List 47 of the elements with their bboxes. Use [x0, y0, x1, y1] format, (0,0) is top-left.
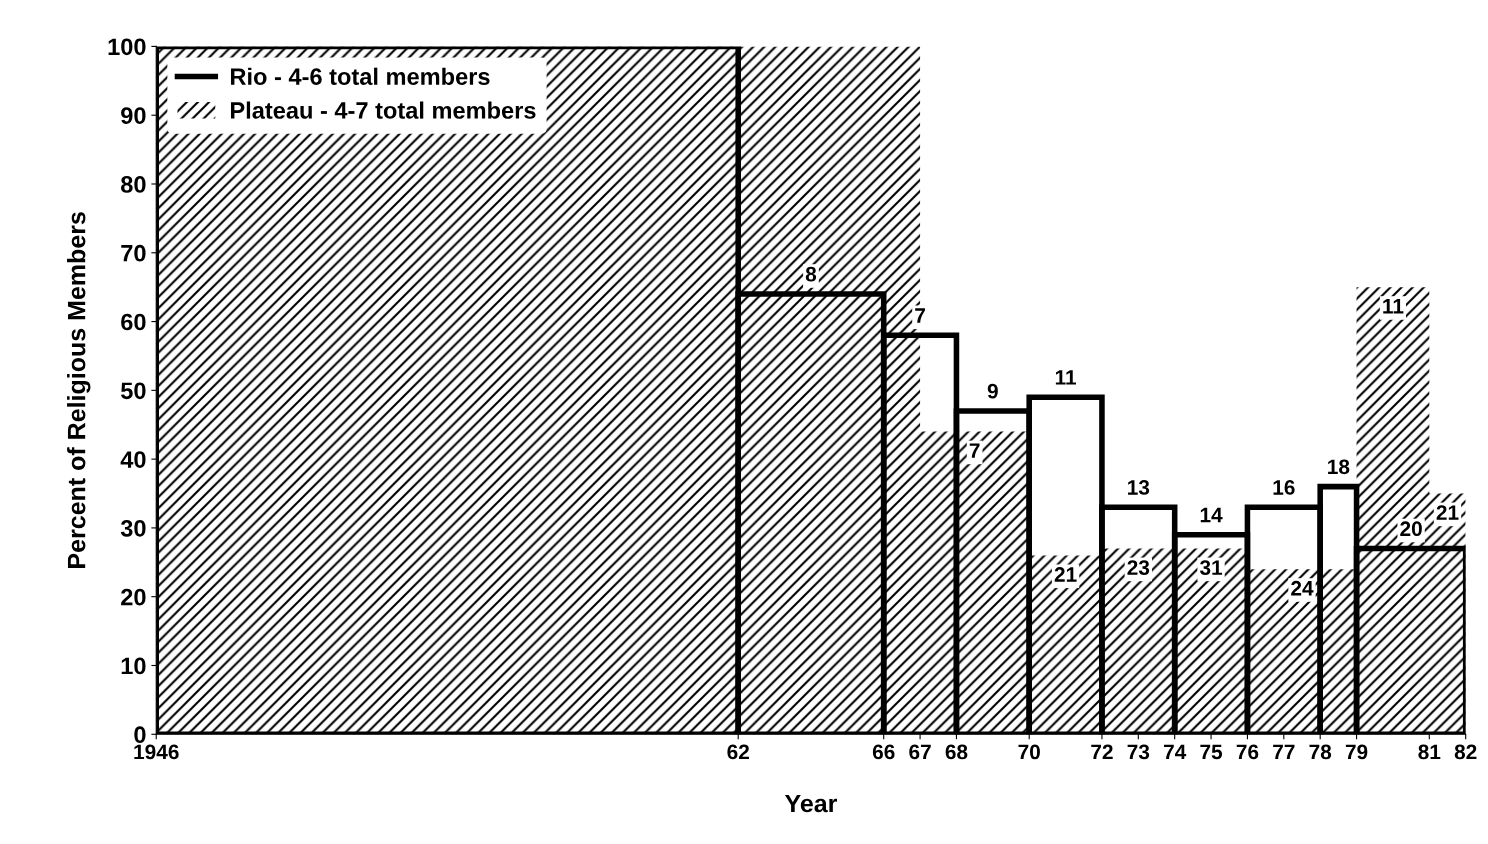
y-tick-label: 40: [120, 451, 146, 468]
annotation: 24: [1291, 580, 1314, 596]
x-tick-label: 82: [1454, 744, 1477, 760]
x-tick-label: 73: [1127, 744, 1150, 760]
x-tick-label: 1946: [134, 744, 179, 760]
annotation: 11: [1055, 370, 1077, 385]
annotation: 9: [987, 383, 998, 399]
y-tick-label: 90: [121, 107, 146, 124]
legend-label: Plateau - 4-7 total members: [231, 101, 536, 119]
annotation: 13: [1128, 480, 1150, 495]
annotation: 8: [805, 266, 817, 282]
x-tick-label: 79: [1345, 744, 1368, 760]
annotation: 21: [1436, 505, 1459, 520]
x-tick-label: 78: [1309, 744, 1332, 760]
legend-label: Rio - 4-6 total members: [231, 67, 490, 86]
annotation: 7: [915, 308, 925, 323]
y-tick-label: 70: [121, 244, 146, 262]
y-tick-label: 30: [120, 519, 146, 537]
y-tick-label: 10: [121, 657, 146, 675]
x-tick-label: 66: [872, 744, 895, 760]
x-tick-label: 72: [1091, 744, 1113, 760]
x-tick-label: 70: [1018, 744, 1040, 760]
x-tick-label: 81: [1418, 744, 1441, 760]
y-axis-title: Percent of Religious Members: [67, 212, 91, 568]
x-tick-label: 75: [1200, 744, 1223, 760]
x-tick-label: 62: [727, 744, 749, 760]
annotation: 11: [1383, 299, 1404, 314]
annotation: 31: [1199, 560, 1223, 575]
annotation: 21: [1054, 567, 1077, 582]
x-tick-label: 76: [1236, 744, 1259, 760]
y-tick-label: 0: [134, 726, 146, 744]
x-tick-label: 68: [945, 744, 968, 760]
y-tick-label: 60: [121, 313, 146, 331]
x-tick-label: 67: [909, 744, 931, 760]
annotation: 16: [1273, 480, 1295, 495]
y-tick-label: 80: [121, 176, 146, 193]
annotation: 7: [969, 443, 980, 458]
x-tick-label: 74: [1164, 744, 1187, 760]
y-tick-label: 100: [108, 38, 146, 56]
x-axis-title: Year: [784, 794, 837, 813]
y-tick-label: 50: [120, 382, 146, 400]
y-tick-label: 20: [121, 588, 146, 606]
x-tick-label: 77: [1273, 744, 1295, 760]
annotation: 18: [1328, 459, 1350, 475]
annotation: 20: [1400, 521, 1422, 537]
annotation: 14: [1200, 507, 1223, 523]
annotation: 23: [1127, 560, 1150, 575]
